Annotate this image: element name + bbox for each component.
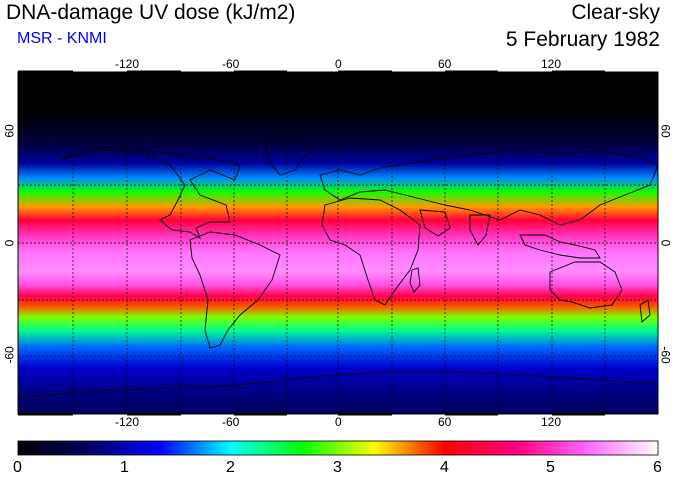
lon-tick-bottom: -120 xyxy=(115,415,140,429)
lat-tick-right: -60 xyxy=(658,346,673,364)
lon-tick-top: 120 xyxy=(541,57,562,71)
colorbar-label: 1 xyxy=(120,459,129,476)
lon-tick-bottom: 60 xyxy=(438,415,452,429)
colorbar-label: 5 xyxy=(546,459,555,476)
lon-tick-bottom: -60 xyxy=(222,415,240,429)
lon-tick-top: 60 xyxy=(438,57,452,71)
lat-tick-right: 60 xyxy=(658,124,673,138)
frame-ticks xyxy=(18,70,605,416)
map-date: 5 February 1982 xyxy=(505,28,660,51)
data-source: MSR - KNMI xyxy=(17,30,107,47)
graticule xyxy=(18,72,658,414)
lon-tick-bottom: 120 xyxy=(541,415,562,429)
colorbar-label: 4 xyxy=(440,459,449,476)
lat-tick-left: 60 xyxy=(2,124,17,138)
lat-tick-left: -60 xyxy=(2,346,17,364)
coastlines xyxy=(18,134,658,414)
map-title: DNA-damage UV dose (kJ/m2) xyxy=(6,1,296,24)
colorbar-label: 6 xyxy=(653,459,662,476)
lon-tick-top: -60 xyxy=(222,57,240,71)
lat-tick-right: 0 xyxy=(658,239,673,247)
lat-tick-left: 0 xyxy=(2,239,17,247)
lon-tick-bottom: 0 xyxy=(335,415,342,429)
colorbar xyxy=(17,440,659,456)
sky-condition: Clear-sky xyxy=(571,1,660,24)
colorbar-label: 2 xyxy=(226,459,235,476)
lon-tick-top: 0 xyxy=(335,57,342,71)
colorbar-label: 3 xyxy=(333,459,342,476)
colorbar-label: 0 xyxy=(13,459,22,476)
lon-tick-top: -120 xyxy=(115,57,140,71)
